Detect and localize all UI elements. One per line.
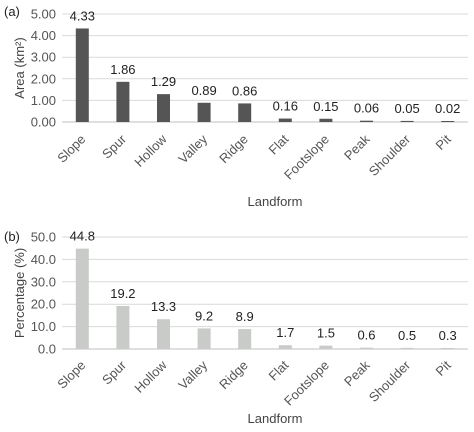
data-label: 0.06: [354, 101, 379, 116]
bar: [75, 28, 89, 122]
data-label: 0.89: [191, 83, 216, 98]
x-tick-label: Valley: [175, 357, 210, 392]
y-tick-label: 30.0: [31, 274, 56, 289]
x-tick-label: Footslope: [281, 132, 332, 183]
x-tick-label: Flat: [265, 131, 291, 157]
data-label: 1.5: [317, 326, 335, 341]
panel-label: (a): [4, 4, 20, 19]
x-tick-label: Pit: [432, 357, 454, 379]
x-tick-label: Hollow: [131, 131, 170, 170]
panel-label: (b): [4, 229, 20, 244]
x-axis-label: Landform: [248, 194, 303, 209]
bar: [238, 103, 252, 122]
bar: [238, 329, 252, 349]
bar: [319, 345, 333, 349]
x-tick-label: Hollow: [131, 357, 170, 396]
y-tick-label: 5.00: [31, 7, 56, 22]
data-label: 8.9: [236, 309, 254, 324]
data-label: 1.86: [110, 62, 135, 77]
y-tick-label: 0.0: [38, 342, 56, 357]
y-tick-label: 1.00: [31, 93, 56, 108]
y-axis-label: Area (km²): [12, 37, 27, 98]
data-label: 44.8: [70, 229, 95, 244]
y-tick-label: 0.00: [31, 115, 56, 130]
x-tick-label: Spur: [99, 357, 129, 387]
data-label: 0.6: [357, 328, 375, 343]
data-label: 0.86: [232, 83, 257, 98]
data-label: 0.02: [435, 101, 460, 116]
data-label: 19.2: [110, 286, 135, 301]
y-axis-label: Percentage (%): [12, 248, 27, 338]
y-tick-label: 4.00: [31, 28, 56, 43]
bar: [278, 345, 292, 349]
bar: [197, 328, 211, 349]
x-tick-label: Peak: [341, 131, 373, 163]
x-tick-label: Pit: [432, 131, 454, 153]
bar: [400, 347, 414, 349]
bar: [360, 120, 373, 122]
bar: [278, 118, 292, 122]
y-tick-label: 20.0: [31, 297, 56, 312]
data-label: 0.3: [439, 328, 457, 343]
bar: [441, 121, 455, 122]
x-tick-label: Slope: [54, 358, 88, 392]
bar: [157, 319, 170, 349]
x-tick-label: Ridge: [216, 358, 251, 393]
x-tick-label: Flat: [265, 357, 291, 383]
data-label: 0.5: [398, 328, 416, 343]
data-label: 0.15: [313, 99, 338, 114]
bar: [360, 347, 373, 349]
x-tick-label: Peak: [341, 357, 373, 389]
bar: [116, 305, 130, 349]
y-tick-label: 10.0: [31, 319, 56, 334]
y-tick-label: 50.0: [31, 230, 56, 245]
data-label: 0.05: [394, 101, 419, 116]
bar: [441, 348, 455, 349]
y-tick-label: 40.0: [31, 252, 56, 267]
data-label: 1.29: [151, 74, 176, 89]
data-label: 0.16: [273, 99, 298, 114]
data-label: 4.33: [70, 8, 95, 23]
x-tick-label: Spur: [99, 131, 129, 161]
bar: [197, 102, 211, 122]
bar: [157, 94, 170, 122]
y-tick-label: 3.00: [31, 50, 56, 65]
bar: [75, 248, 89, 349]
data-label: 13.3: [151, 299, 176, 314]
x-tick-label: Slope: [54, 132, 88, 166]
data-label: 1.7: [276, 325, 294, 340]
x-tick-label: Shoulder: [366, 357, 414, 405]
bar: [116, 81, 130, 122]
x-tick-label: Valley: [175, 131, 210, 166]
bar: [400, 120, 414, 122]
data-label: 9.2: [195, 308, 213, 323]
x-tick-label: Footslope: [281, 358, 332, 409]
x-tick-label: Ridge: [216, 132, 251, 167]
bar: [319, 118, 333, 122]
y-tick-label: 2.00: [31, 71, 56, 86]
x-tick-label: Shoulder: [366, 131, 414, 179]
x-axis-label: Landform: [248, 411, 303, 426]
